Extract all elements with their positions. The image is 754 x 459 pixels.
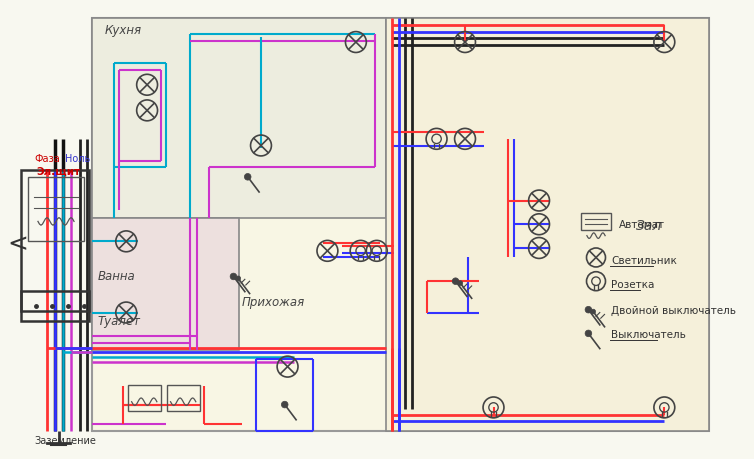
- Bar: [167, 385, 200, 411]
- Circle shape: [452, 278, 459, 285]
- Circle shape: [585, 330, 592, 337]
- Bar: [29, 178, 84, 242]
- Text: Эл.щит: Эл.щит: [36, 167, 80, 177]
- Bar: [21, 291, 89, 321]
- Text: Выключатель: Выключатель: [611, 330, 686, 340]
- Text: Туалет: Туалет: [98, 314, 141, 327]
- Text: <: <: [8, 231, 29, 255]
- Text: Розетка: Розетка: [611, 279, 654, 289]
- Text: Ванна: Ванна: [98, 270, 136, 283]
- Bar: [92, 19, 386, 218]
- Text: Автомат: Автомат: [619, 219, 665, 230]
- Text: Кухня: Кухня: [104, 23, 142, 36]
- Circle shape: [585, 307, 592, 313]
- Text: Двойной выключатель: Двойной выключатель: [611, 306, 736, 316]
- Text: Светильник: Светильник: [611, 256, 677, 266]
- Text: Прихожая: Прихожая: [242, 295, 305, 308]
- Circle shape: [458, 281, 463, 286]
- Bar: [386, 19, 709, 431]
- Bar: [92, 218, 239, 351]
- Circle shape: [591, 309, 596, 314]
- Bar: [127, 385, 161, 411]
- Text: Зал: Зал: [636, 218, 662, 233]
- Text: Фаза: Фаза: [34, 153, 60, 163]
- Bar: [581, 213, 611, 230]
- Circle shape: [230, 274, 237, 280]
- Text: Заземление: Заземление: [34, 436, 96, 446]
- Text: Ноль: Ноль: [65, 153, 90, 163]
- Bar: [92, 19, 709, 431]
- Bar: [21, 171, 89, 311]
- Circle shape: [236, 276, 241, 281]
- Circle shape: [244, 174, 251, 181]
- Circle shape: [281, 401, 288, 408]
